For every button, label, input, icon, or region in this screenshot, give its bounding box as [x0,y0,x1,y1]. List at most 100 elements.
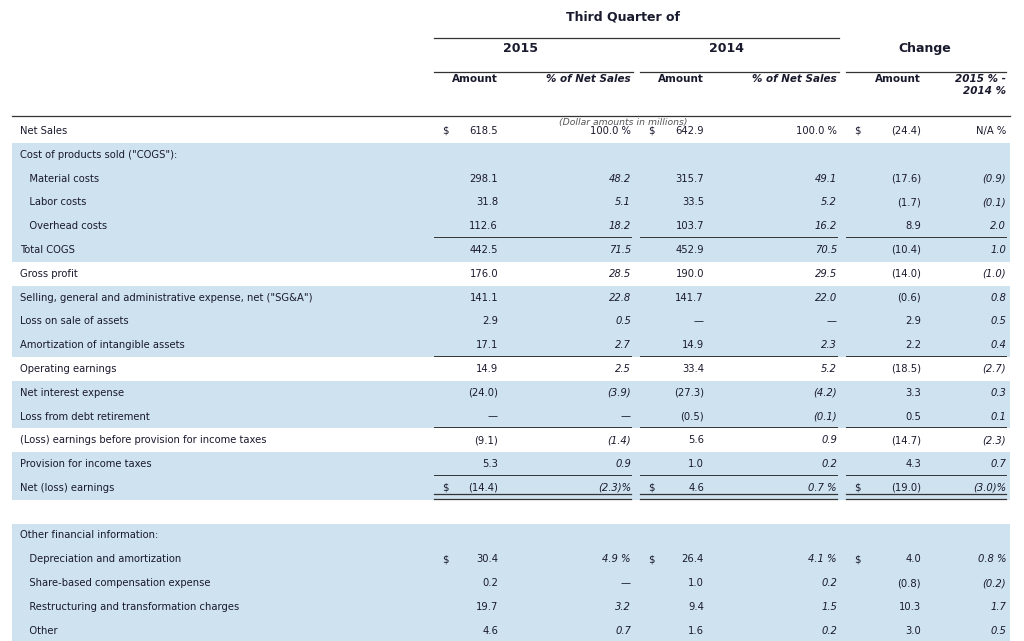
Text: $: $ [854,554,860,564]
Text: Share-based compensation expense: Share-based compensation expense [20,578,211,588]
Text: —: — [621,578,631,588]
Text: 22.8: 22.8 [608,292,631,303]
Text: 4.9 %: 4.9 % [602,554,631,564]
Text: 0.7 %: 0.7 % [809,483,837,493]
Text: 1.0: 1.0 [688,459,705,469]
Text: 0.5: 0.5 [905,412,921,422]
Text: 26.4: 26.4 [682,554,705,564]
Text: $: $ [442,554,449,564]
Text: 2.7: 2.7 [615,340,631,350]
Text: 0.5: 0.5 [615,316,631,326]
Text: (4.2): (4.2) [813,388,837,397]
Text: 33.4: 33.4 [682,364,705,374]
Text: (0.5): (0.5) [680,412,705,422]
Text: —: — [827,316,837,326]
Text: 176.0: 176.0 [469,269,498,279]
Text: Provision for income taxes: Provision for income taxes [20,459,152,469]
Text: 1.0: 1.0 [688,578,705,588]
Text: (10.4): (10.4) [891,245,921,255]
Text: 0.7: 0.7 [615,626,631,636]
Text: 5.2: 5.2 [821,364,837,374]
Text: (27.3): (27.3) [674,388,705,397]
Text: 2.5: 2.5 [615,364,631,374]
Text: Net interest expense: Net interest expense [20,388,124,397]
Bar [12,238,1010,262]
Text: 103.7: 103.7 [676,221,705,231]
Text: 0.8 %: 0.8 % [978,554,1006,564]
Text: % of Net Sales: % of Net Sales [547,74,631,84]
Text: 17.1: 17.1 [475,340,498,350]
Text: 0.5: 0.5 [990,626,1006,636]
Bar [12,524,1010,547]
Text: $: $ [854,126,860,136]
Text: (3.0)%: (3.0)% [973,483,1006,493]
Text: 14.9: 14.9 [682,340,705,350]
Text: $: $ [854,483,860,493]
Text: Amortization of intangible assets: Amortization of intangible assets [20,340,184,350]
Text: —: — [488,412,498,422]
Text: Other: Other [20,626,57,636]
Text: (24.0): (24.0) [468,388,498,397]
Bar [12,547,1010,571]
Text: 3.3: 3.3 [905,388,921,397]
Text: 112.6: 112.6 [469,221,498,231]
Text: % of Net Sales: % of Net Sales [753,74,837,84]
Text: 2.0: 2.0 [990,221,1006,231]
Text: 16.2: 16.2 [815,221,837,231]
Text: (0.6): (0.6) [897,292,921,303]
Text: 298.1: 298.1 [469,174,498,183]
Text: (2.3)%: (2.3)% [598,483,631,493]
Text: (0.1): (0.1) [982,197,1006,207]
Text: 4.3: 4.3 [905,459,921,469]
Text: $: $ [648,554,654,564]
Text: 4.6: 4.6 [688,483,705,493]
Text: 0.1: 0.1 [990,412,1006,422]
Bar [12,190,1010,214]
Text: 2.3: 2.3 [821,340,837,350]
Text: 28.5: 28.5 [608,269,631,279]
Text: 5.6: 5.6 [688,435,705,445]
Text: $: $ [442,483,449,493]
Text: (18.5): (18.5) [891,364,921,374]
Text: 0.8: 0.8 [990,292,1006,303]
Text: 190.0: 190.0 [676,269,705,279]
Bar [12,476,1010,500]
Bar [12,595,1010,619]
Text: 0.2: 0.2 [821,459,837,469]
Text: Net (loss) earnings: Net (loss) earnings [20,483,115,493]
Text: (24.4): (24.4) [891,126,921,136]
Text: 0.2: 0.2 [821,578,837,588]
Text: (0.2): (0.2) [982,578,1006,588]
Text: (3.9): (3.9) [607,388,631,397]
Text: 31.8: 31.8 [476,197,498,207]
Text: Loss on sale of assets: Loss on sale of assets [20,316,129,326]
Text: 48.2: 48.2 [608,174,631,183]
Text: Gross profit: Gross profit [20,269,78,279]
Text: 18.2: 18.2 [608,221,631,231]
Bar [12,214,1010,238]
Text: 0.2: 0.2 [482,578,498,588]
Text: 5.3: 5.3 [482,459,498,469]
Bar [12,619,1010,641]
Text: Overhead costs: Overhead costs [20,221,108,231]
Text: 10.3: 10.3 [899,602,921,612]
Text: 0.2: 0.2 [821,626,837,636]
Text: Cost of products sold ("COGS"):: Cost of products sold ("COGS"): [20,150,177,160]
Text: (14.0): (14.0) [891,269,921,279]
Text: 0.9: 0.9 [615,459,631,469]
Text: 1.7: 1.7 [990,602,1006,612]
Text: (9.1): (9.1) [474,435,498,445]
Text: Depreciation and amortization: Depreciation and amortization [20,554,181,564]
Text: 8.9: 8.9 [905,221,921,231]
Text: 642.9: 642.9 [676,126,705,136]
Text: 49.1: 49.1 [815,174,837,183]
Bar [12,452,1010,476]
Text: (19.0): (19.0) [891,483,921,493]
Text: 9.4: 9.4 [688,602,705,612]
Text: 70.5: 70.5 [815,245,837,255]
Text: $: $ [648,483,654,493]
Bar [12,167,1010,190]
Bar [12,571,1010,595]
Text: 2.9: 2.9 [905,316,921,326]
Text: 141.7: 141.7 [676,292,705,303]
